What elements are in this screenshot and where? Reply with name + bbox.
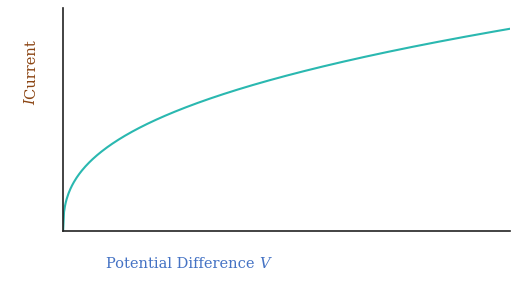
Text: I: I — [25, 99, 38, 105]
Text: Current: Current — [25, 36, 38, 99]
Text: Potential Difference: Potential Difference — [106, 257, 259, 271]
Text: V: V — [259, 257, 270, 271]
